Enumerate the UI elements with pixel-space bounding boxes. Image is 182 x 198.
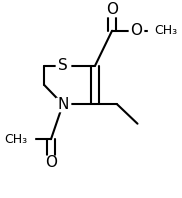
- Bar: [20, 133, 34, 145]
- Bar: [44, 156, 58, 169]
- Text: O: O: [45, 155, 57, 170]
- Bar: [5, 134, 29, 145]
- Text: CH₃: CH₃: [155, 24, 178, 37]
- Bar: [56, 98, 70, 110]
- Bar: [129, 25, 143, 37]
- Text: CH₃: CH₃: [4, 133, 27, 146]
- Bar: [56, 59, 70, 72]
- Text: N: N: [57, 97, 69, 112]
- Text: O: O: [106, 2, 118, 17]
- Bar: [44, 156, 58, 169]
- Bar: [56, 59, 70, 72]
- Bar: [56, 98, 70, 110]
- Bar: [153, 25, 176, 36]
- Bar: [148, 25, 161, 37]
- Bar: [105, 3, 119, 16]
- Bar: [129, 25, 143, 37]
- Bar: [105, 3, 119, 16]
- Text: O: O: [130, 23, 142, 38]
- Text: S: S: [58, 58, 68, 73]
